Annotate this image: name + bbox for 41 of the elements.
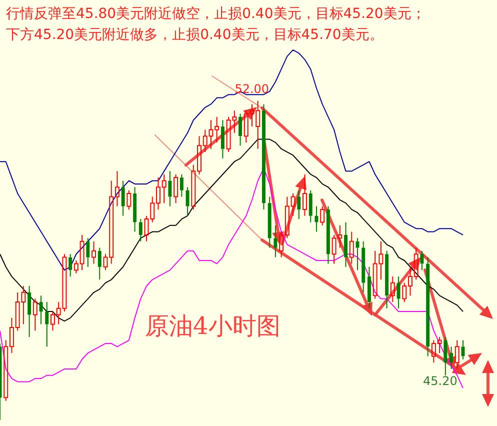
candlestick	[86, 238, 90, 268]
candlestick	[420, 250, 424, 271]
candlestick	[362, 240, 366, 293]
candlestick	[450, 346, 454, 370]
candlestick	[32, 298, 38, 332]
candlestick	[180, 174, 184, 198]
candlestick	[390, 276, 395, 302]
candlestick	[39, 295, 43, 325]
candlestick	[138, 218, 142, 242]
candlestick	[426, 256, 430, 357]
annotation: 52.00	[234, 82, 270, 96]
candlestick	[396, 276, 400, 309]
candlestick	[133, 186, 137, 232]
candlestick	[308, 190, 312, 223]
candlestick	[344, 222, 348, 268]
candlestick	[274, 224, 278, 258]
candlestick	[98, 247, 102, 280]
candlestick	[186, 186, 190, 216]
candlestick	[268, 196, 272, 248]
candlestick	[262, 104, 266, 210]
candlestick	[174, 174, 178, 204]
candlestick	[314, 206, 318, 232]
chart-title: 行情反弹至45.80美元附近做空，止损0.40美元，目标45.20美元；下方45.20美元附近做多，止损0.40美元，目标45.70美元。	[6, 5, 426, 45]
candlestick	[444, 336, 448, 376]
candlestick	[349, 231, 354, 264]
candlestick	[297, 190, 301, 220]
candlestick	[121, 180, 125, 216]
candlestick	[220, 120, 224, 159]
candlestick	[326, 206, 330, 264]
candlestick	[45, 301, 49, 348]
candlestick	[68, 254, 72, 277]
annotation: 45.20	[423, 374, 458, 388]
candlestick	[454, 340, 460, 370]
candlestick	[168, 170, 172, 207]
candlestick	[367, 266, 371, 309]
annotation: 原油4小时图	[145, 311, 280, 342]
candlestick	[385, 250, 389, 309]
candlestick	[92, 240, 96, 264]
candlestick	[238, 113, 242, 146]
candlestick	[28, 286, 32, 338]
candlestick	[302, 174, 307, 216]
